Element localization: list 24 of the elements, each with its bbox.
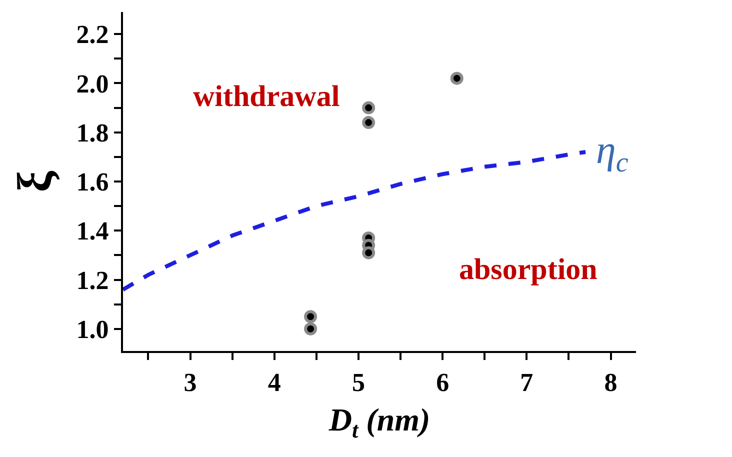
point — [362, 101, 376, 114]
y-tick-label: 1.8 — [76, 118, 109, 148]
x-axis-title: D$_{t}$ (nm) — [328, 402, 430, 442]
annotation: absorption — [459, 253, 598, 286]
point — [304, 310, 318, 324]
annotation: withdrawal — [193, 80, 340, 113]
x-tick-label: 5 — [352, 368, 365, 398]
y-tick-label: 2.0 — [76, 69, 109, 98]
point — [450, 72, 464, 85]
y-axis-title: ξ — [8, 170, 62, 192]
x-tick-label: 8 — [604, 368, 618, 398]
point — [304, 322, 318, 336]
y-tick-label: 1.4 — [76, 216, 109, 246]
x-tick-label: 3 — [184, 368, 197, 398]
y-tick-label: 1.0 — [76, 314, 109, 344]
point — [362, 246, 376, 260]
series-label: η$_{c}$ — [596, 127, 629, 178]
x-tick-label: 4 — [268, 368, 281, 398]
point — [362, 116, 376, 130]
x-tick-label: 7 — [520, 368, 534, 398]
y-tick-label: 1.2 — [76, 266, 109, 295]
x-tick-label: 6 — [436, 368, 450, 398]
y-tick-label: 2.2 — [76, 20, 109, 50]
y-tick-label: 1.6 — [76, 168, 109, 197]
